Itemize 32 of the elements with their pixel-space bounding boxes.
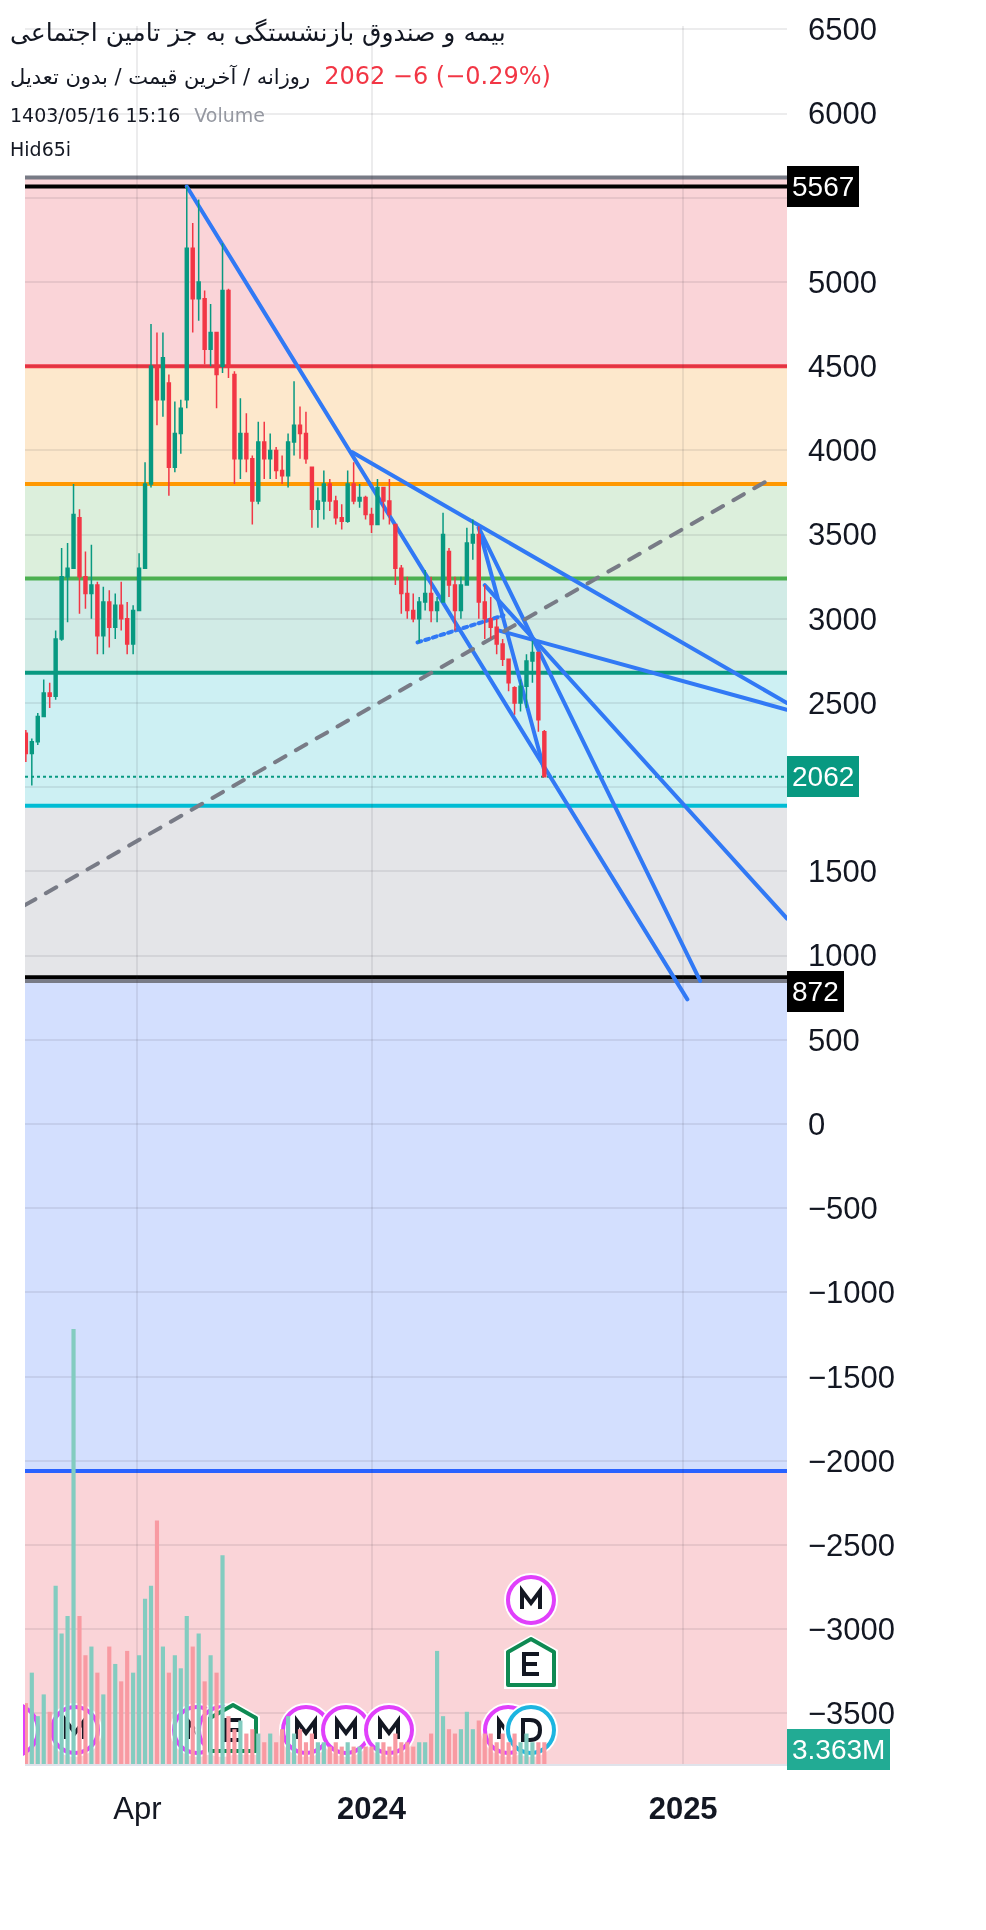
y-tick-label: 6000: [808, 96, 877, 132]
y-tick-label: 1500: [808, 854, 877, 890]
ref-line-label: 2062: [792, 761, 855, 792]
chart-title: بیمه و صندوق بازنشستگی به جز تامین اجتماعی: [10, 18, 506, 47]
annotation: 2062 −6 (−0.29%): [324, 62, 551, 90]
y-tick-label: −2500: [808, 1527, 896, 1563]
y-tick-label: −3000: [808, 1612, 896, 1648]
x-tick-label: 2025: [648, 1791, 718, 1827]
ref-line-label: 872: [792, 976, 839, 1007]
annotation: Hid65i: [10, 138, 72, 160]
x-tick-label: Apr: [113, 1791, 162, 1827]
x-tick-label: 2024: [337, 1791, 407, 1827]
y-tick-label: −1000: [808, 1275, 896, 1311]
text: 3.363M: [792, 1734, 886, 1765]
y-tick-label: 4000: [808, 433, 877, 469]
y-tick-label: 1000: [808, 938, 877, 974]
y-tick-label: 3500: [808, 517, 877, 553]
y-tick-label: 2500: [808, 685, 877, 721]
annotation: 1403/05/16 15:16: [10, 104, 181, 126]
annotation: Volume: [194, 104, 265, 126]
y-tick-label: 6500: [808, 12, 877, 48]
y-tick-label: 3000: [808, 601, 877, 637]
text: روزانه / آخرین قیمت / بدون تعدیل: [10, 65, 311, 89]
ref-line-label: 5567: [792, 171, 855, 202]
y-tick-label: 0: [808, 1106, 826, 1142]
y-tick-label: −1500: [808, 1359, 896, 1395]
y-tick-label: 5000: [808, 264, 877, 300]
y-tick-label: 500: [808, 1022, 860, 1058]
y-tick-label: −3500: [808, 1696, 896, 1732]
y-tick-label: −500: [808, 1191, 878, 1227]
y-tick-label: 4500: [808, 349, 877, 385]
y-tick-label: −2000: [808, 1443, 896, 1479]
